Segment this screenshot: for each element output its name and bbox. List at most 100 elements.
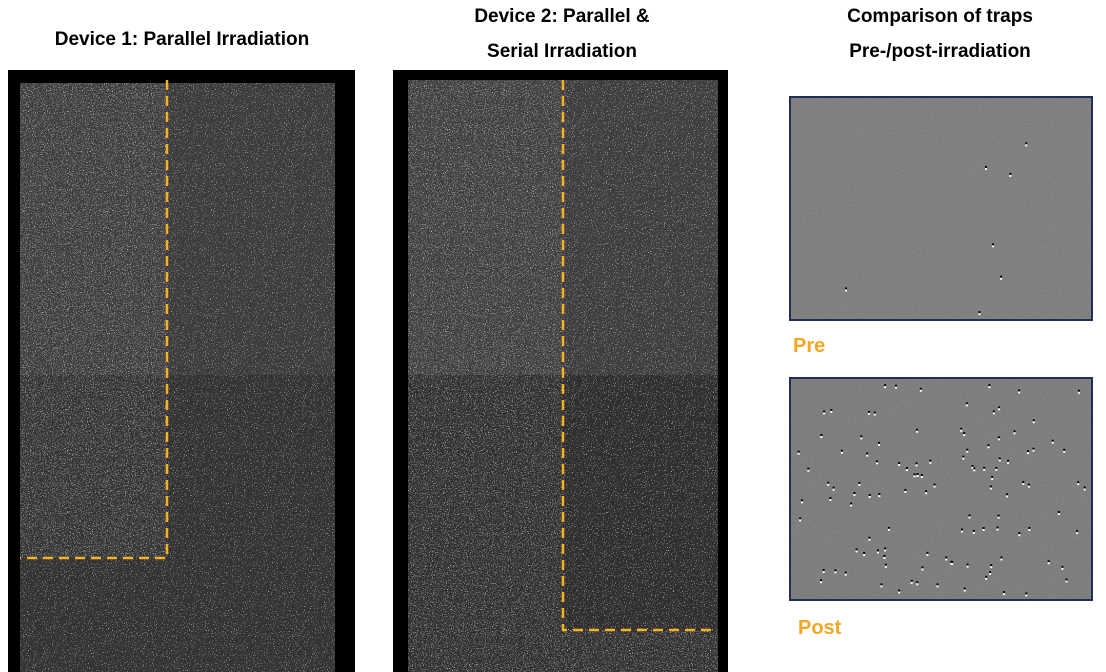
trap-dark xyxy=(884,563,887,566)
trap-bright xyxy=(915,464,918,467)
trap-dark xyxy=(1025,592,1028,595)
trap-dark xyxy=(998,406,1001,409)
trap-bright xyxy=(898,464,901,467)
panel-title: Device 2: Parallel & xyxy=(474,6,650,27)
trap-bright xyxy=(989,487,992,490)
trap-bright xyxy=(971,466,974,469)
trap-bright xyxy=(1007,461,1010,464)
trap-dark xyxy=(1007,459,1010,462)
trap-bright xyxy=(873,413,876,416)
trap-bright xyxy=(884,386,887,389)
trap-bright xyxy=(1065,580,1068,583)
image-border xyxy=(789,96,1093,321)
trap-dark xyxy=(1027,450,1030,453)
trap-bright xyxy=(984,168,987,171)
trap-dark xyxy=(876,460,879,463)
trap-dark xyxy=(992,410,995,413)
trap-dark xyxy=(878,493,881,496)
trap-dark xyxy=(1018,389,1021,392)
trap-bright xyxy=(834,571,837,574)
trap-dark xyxy=(963,432,966,435)
trap-dark xyxy=(1000,556,1003,559)
trap-bright xyxy=(827,483,830,486)
trap-dark xyxy=(960,427,963,430)
trap-bright xyxy=(925,492,928,495)
trap-dark xyxy=(863,551,866,554)
trap-dark xyxy=(1077,389,1080,392)
trap-dark xyxy=(822,569,825,572)
trap-bright xyxy=(823,412,826,415)
trap-dark xyxy=(1061,565,1064,568)
trap-bright xyxy=(797,452,800,455)
trap-bright xyxy=(966,450,969,453)
noise xyxy=(790,97,1092,320)
trap-dark xyxy=(873,411,876,414)
trap-bright xyxy=(973,469,976,472)
image-border xyxy=(789,377,1093,601)
trap-dark xyxy=(920,474,923,477)
trap-dark xyxy=(965,402,968,405)
panel-3: Comparison of traps Pre-/post-irradiatio… xyxy=(789,6,1093,639)
trap-bright xyxy=(1077,483,1080,486)
irradiation-boundary xyxy=(561,80,712,632)
image-label: Post xyxy=(798,617,842,639)
trap-bright xyxy=(1028,528,1031,531)
trap-dark xyxy=(992,243,995,246)
trap-bright xyxy=(916,430,919,433)
trap-bright xyxy=(1025,594,1028,597)
trap-bright xyxy=(829,499,832,502)
trap-bright xyxy=(858,483,861,486)
trap-bright xyxy=(1018,534,1021,537)
trap-bright xyxy=(799,519,802,522)
trap-bright xyxy=(1047,562,1050,565)
trap-dark xyxy=(1022,481,1025,484)
trap-bright xyxy=(997,516,1000,519)
trap-bright xyxy=(992,245,995,248)
trap-dark xyxy=(1005,493,1008,496)
trap-dark xyxy=(926,551,929,554)
trap-dark xyxy=(858,481,861,484)
noise xyxy=(408,80,563,672)
trap-bright xyxy=(1063,450,1066,453)
trap-bright xyxy=(1025,144,1028,147)
trap-dark xyxy=(996,526,999,529)
trap-bright xyxy=(965,404,968,407)
trap-bright xyxy=(876,462,879,465)
trap-bright xyxy=(866,454,869,457)
trap-bright xyxy=(820,436,823,439)
trap-bright xyxy=(995,468,998,471)
trap-dark xyxy=(983,466,986,469)
trap-bright xyxy=(972,531,975,534)
trap-bright xyxy=(1000,558,1003,561)
trap-bright xyxy=(855,550,858,553)
trap-bright xyxy=(1057,513,1060,516)
trap-bright xyxy=(951,563,954,566)
trap-bright xyxy=(992,412,995,415)
noise xyxy=(20,83,167,558)
trap-dark xyxy=(1077,481,1080,484)
trap-bright xyxy=(913,475,916,478)
trap-dark xyxy=(868,493,871,496)
trap-bright xyxy=(963,434,966,437)
trap-dark xyxy=(823,410,826,413)
trap-bright xyxy=(1032,449,1035,452)
trap-dark xyxy=(916,428,919,431)
trap-dark xyxy=(925,490,928,493)
trap-bright xyxy=(910,581,913,584)
trap-dark xyxy=(868,410,871,413)
trap-bright xyxy=(830,410,833,413)
trap-bright xyxy=(916,583,919,586)
trap-bright xyxy=(919,389,922,392)
trap-bright xyxy=(878,495,881,498)
irradiation-boundary xyxy=(20,80,169,560)
trap-bright xyxy=(883,556,886,559)
trap-bright xyxy=(801,501,804,504)
trap-dark xyxy=(984,166,987,169)
trap-dark xyxy=(915,462,918,465)
trap-dark xyxy=(1065,578,1068,581)
trap-bright xyxy=(997,438,1000,441)
trap-bright xyxy=(966,565,969,568)
trap-bright xyxy=(1027,485,1030,488)
trap-dark xyxy=(929,459,932,462)
